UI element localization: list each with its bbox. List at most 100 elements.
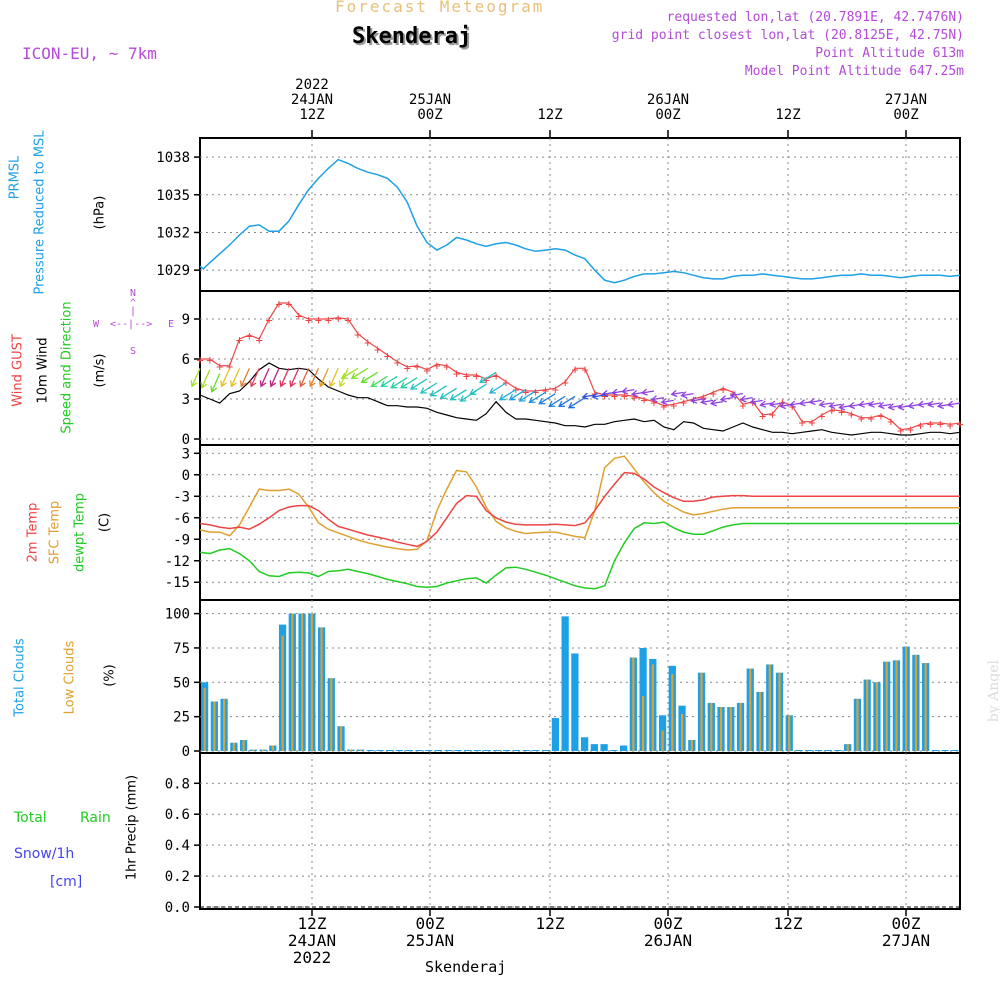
wind-arrow-head bbox=[917, 400, 925, 408]
wind-arrow-shaft bbox=[341, 367, 359, 379]
total-cloud-bar bbox=[366, 750, 374, 751]
low-cloud-bar bbox=[924, 663, 927, 751]
wind-arrow-shaft bbox=[221, 368, 231, 387]
wind-arrow-head bbox=[370, 380, 378, 388]
low-cloud-bar bbox=[261, 749, 265, 751]
total-cloud-bar bbox=[444, 750, 452, 751]
wind-arrow bbox=[621, 387, 635, 395]
low-cloud-bar bbox=[905, 646, 908, 751]
total-cloud-bar bbox=[814, 750, 823, 751]
total-cloud-bar bbox=[795, 750, 803, 751]
wind-arrow bbox=[528, 391, 546, 404]
wind-arrow-head bbox=[220, 380, 227, 388]
wind-arrow bbox=[488, 382, 507, 394]
y-tick-label: -9 bbox=[173, 532, 190, 548]
wind-arrow bbox=[857, 400, 872, 408]
low-cloud-bar bbox=[281, 635, 284, 751]
low-cloud-bar bbox=[875, 682, 879, 751]
y-tick-label: 100 bbox=[165, 607, 190, 623]
wind-arrow-head bbox=[630, 389, 638, 398]
wind-arrow-head bbox=[660, 397, 668, 406]
gust-marker: + bbox=[374, 342, 381, 356]
gust-marker: + bbox=[621, 389, 628, 403]
time-label-bottom: 12Z bbox=[773, 914, 803, 933]
low-cloud-bar bbox=[661, 730, 664, 751]
low-cloud-bar bbox=[291, 613, 294, 751]
gust-marker: + bbox=[670, 398, 677, 412]
gust-marker: + bbox=[285, 297, 292, 311]
wind-arrow bbox=[380, 375, 398, 388]
panel-frame bbox=[199, 137, 961, 292]
time-label-bottom: 00Z 27JAN bbox=[881, 914, 931, 950]
gust-marker: + bbox=[433, 358, 440, 372]
wind-arrow-shaft bbox=[410, 378, 428, 390]
wind-arrow-head bbox=[867, 400, 875, 408]
low-cloud-bar bbox=[632, 657, 635, 751]
wind-arrow-head bbox=[380, 380, 388, 388]
gust-marker: + bbox=[927, 417, 934, 431]
low-cloud-bar bbox=[339, 726, 343, 751]
wind-arrow-shaft bbox=[329, 368, 339, 387]
wind-arrow-shaft bbox=[250, 368, 260, 387]
wind-arrow bbox=[759, 400, 773, 408]
wind-arrow-head bbox=[828, 401, 836, 410]
wind-arrow bbox=[508, 389, 527, 401]
gust-marker: + bbox=[483, 373, 490, 387]
wind-arrow-head bbox=[390, 382, 398, 389]
gust-marker: + bbox=[611, 389, 618, 403]
gust-marker: + bbox=[779, 396, 786, 410]
gust-marker: + bbox=[571, 362, 578, 376]
gust-marker: + bbox=[364, 336, 371, 350]
total-cloud-bar bbox=[931, 750, 940, 751]
wind-arrow bbox=[650, 395, 665, 403]
total-cloud-bar bbox=[512, 750, 521, 751]
low-cloud-bar bbox=[242, 740, 245, 751]
wind-arrow-head bbox=[528, 396, 536, 404]
wind-arrow bbox=[538, 393, 556, 405]
gust-marker: + bbox=[562, 376, 569, 390]
wind-arrow bbox=[709, 399, 724, 407]
wind-arrow-head bbox=[439, 392, 447, 400]
gust-marker: + bbox=[838, 405, 845, 419]
gust-marker: + bbox=[868, 412, 875, 426]
total-cloud-bar bbox=[805, 750, 813, 751]
wind-arrow-head bbox=[190, 380, 198, 388]
wind-arrow-head bbox=[338, 380, 346, 388]
label-rain: Rain bbox=[80, 810, 111, 826]
wind-arrow-head bbox=[601, 389, 609, 398]
wind-arrow-head bbox=[508, 394, 516, 401]
wind-arrow-shaft bbox=[361, 371, 379, 383]
low-cloud-bar bbox=[710, 702, 713, 751]
gust-marker: + bbox=[887, 414, 894, 428]
wind-arrow-shaft bbox=[469, 383, 487, 395]
wind-arrow-shaft bbox=[371, 375, 388, 387]
wind-arrow-head bbox=[818, 400, 826, 408]
time-label-top: 25JAN 00Z bbox=[408, 92, 452, 123]
time-label-bottom: 00Z 25JAN bbox=[405, 914, 455, 950]
wind-arrow-head bbox=[567, 402, 575, 409]
total-cloud-bar bbox=[542, 750, 550, 751]
gust-marker: + bbox=[305, 313, 312, 327]
low-cloud-bar bbox=[719, 707, 723, 751]
gust-marker: + bbox=[631, 390, 638, 404]
gust-marker: + bbox=[226, 360, 233, 374]
wind-arrow-shaft bbox=[381, 375, 398, 387]
gust-marker: + bbox=[542, 384, 549, 398]
y-tick-label: 0.8 bbox=[165, 776, 190, 792]
wind-arrow-head bbox=[848, 401, 856, 410]
wind-arrow-shaft bbox=[390, 377, 408, 389]
y-tick-label: -12 bbox=[165, 554, 190, 570]
y-tick-label: -15 bbox=[165, 575, 190, 591]
wind-arrow bbox=[818, 400, 832, 408]
gust-marker: + bbox=[828, 404, 835, 418]
wind-arrow-shaft bbox=[519, 390, 536, 402]
low-cloud-bar bbox=[700, 672, 703, 751]
label-snow: Snow/1h bbox=[14, 846, 75, 862]
y-tick-label: 0.2 bbox=[165, 869, 190, 885]
meteogram-title: Forecast Meteogram bbox=[335, 0, 545, 16]
gust-marker: + bbox=[315, 313, 322, 327]
low-cloud-bar bbox=[300, 613, 304, 751]
gust-marker: + bbox=[492, 369, 499, 383]
wind-arrow-head bbox=[591, 392, 599, 400]
wind-arrow-shaft bbox=[420, 382, 438, 394]
